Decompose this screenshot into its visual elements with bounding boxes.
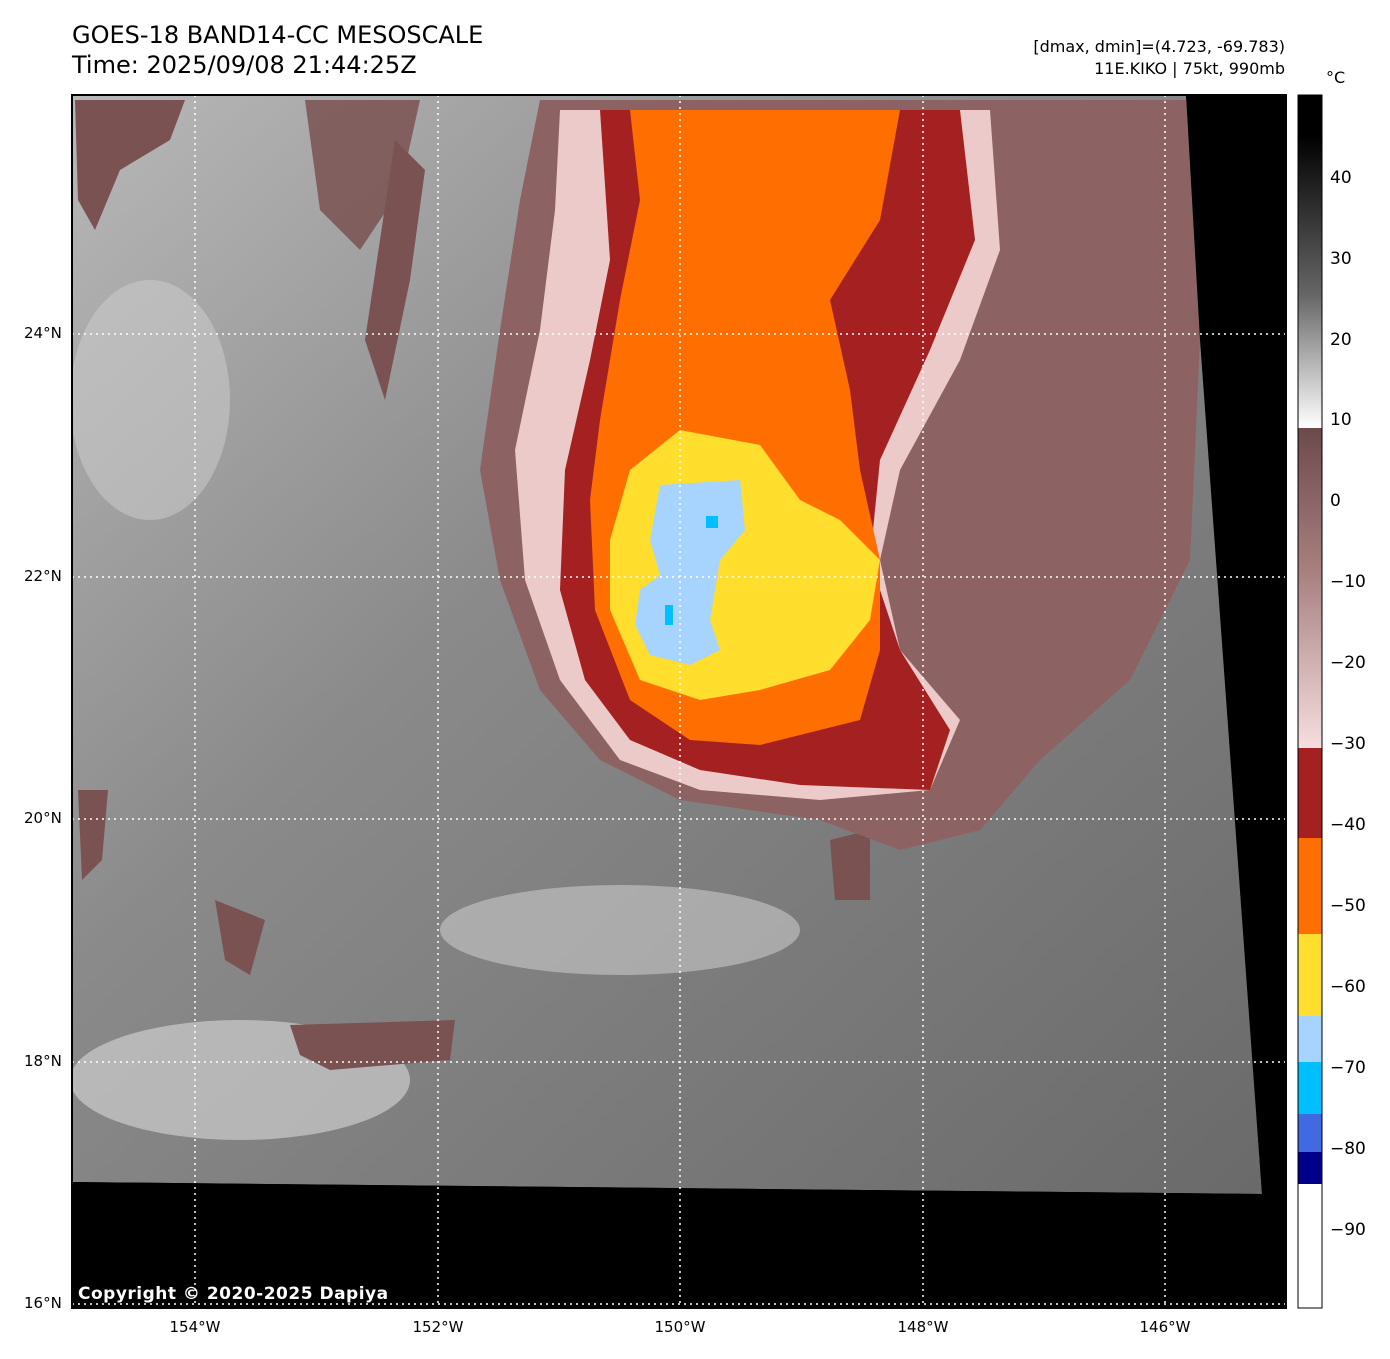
cloud-patch [365, 140, 425, 400]
colorbar-orange-segment [1298, 838, 1322, 934]
colorbar-yellow-segment [1298, 934, 1322, 1016]
range-text: [dmax, dmin]=(4.723, -69.783) [1033, 37, 1285, 56]
colorbar-gray-segment [1298, 95, 1322, 428]
colorbar-tick: −20 [1330, 653, 1366, 673]
colorbar-tick: 40 [1330, 168, 1352, 188]
lon-label: 152°W [412, 1318, 464, 1336]
cloud-patch [75, 100, 185, 230]
lon-label: 148°W [897, 1318, 949, 1336]
lat-label: 16°N [24, 1294, 62, 1312]
copyright-text: Copyright © 2020-2025 Dapiya [78, 1284, 389, 1304]
colorbar-tick: −80 [1330, 1139, 1366, 1159]
colorbar-tick: 20 [1330, 330, 1352, 350]
map-frame [71, 94, 1287, 1309]
imagery-layer [72, 95, 1286, 1308]
lon-label: 150°W [654, 1318, 706, 1336]
cloud-patch [830, 830, 870, 900]
colorbar-cyan-segment [1298, 1062, 1322, 1114]
cloud-streak [72, 280, 230, 520]
colorbar-royal-blue-segment [1298, 1114, 1322, 1152]
cloud-streak [440, 885, 800, 975]
colorbar-tick: 0 [1330, 491, 1341, 511]
title-line2: Time: 2025/09/08 21:44:25Z [72, 51, 417, 79]
colorbar-tick: −70 [1330, 1058, 1366, 1078]
coldest-cloud-top [706, 516, 718, 528]
cloud-patch [78, 790, 108, 880]
storm-meta: [dmax, dmin]=(4.723, -69.783) 11E.KIKO |… [1033, 36, 1285, 80]
storm-text: 11E.KIKO | 75kt, 990mb [1094, 59, 1285, 78]
lat-label: 20°N [24, 809, 62, 827]
cloud-patch [215, 900, 265, 975]
graticule [72, 95, 1286, 1308]
lat-label: 24°N [24, 324, 62, 342]
colorbar-tick: 10 [1330, 410, 1352, 430]
colorbar-tick: 30 [1330, 249, 1352, 269]
colorbar-frame [1297, 94, 1323, 1309]
lat-label: 18°N [24, 1052, 62, 1070]
colorbar-unit: °C [1326, 68, 1346, 87]
colorbar-tick: −40 [1330, 815, 1366, 835]
lat-label: 22°N [24, 567, 62, 585]
cloud-patch [305, 100, 420, 250]
colorbar-dark-red-segment [1298, 748, 1322, 838]
title-line1: GOES-18 BAND14-CC MESOSCALE [72, 21, 484, 49]
colorbar-brown-segment [1298, 428, 1322, 748]
coldest-cloud-top [665, 605, 673, 625]
colorbar-light-blue-segment [1298, 1016, 1322, 1062]
lon-label: 154°W [169, 1318, 221, 1336]
lon-label: 146°W [1139, 1318, 1191, 1336]
colorbar [1297, 94, 1323, 1309]
colorbar-tick: −10 [1330, 572, 1366, 592]
colorbar-tick: −30 [1330, 734, 1366, 754]
colorbar-tick: −50 [1330, 896, 1366, 916]
colorbar-white-segment [1298, 1184, 1322, 1308]
map-title: GOES-18 BAND14-CC MESOSCALE Time: 2025/0… [72, 20, 483, 80]
no-data-bottom [72, 1182, 1286, 1308]
cloud-patch [290, 1020, 455, 1070]
colorbar-tick: −60 [1330, 977, 1366, 997]
no-data-wedge [1186, 95, 1286, 1308]
colorbar-tick: −90 [1330, 1220, 1366, 1240]
colorbar-navy-segment [1298, 1152, 1322, 1184]
